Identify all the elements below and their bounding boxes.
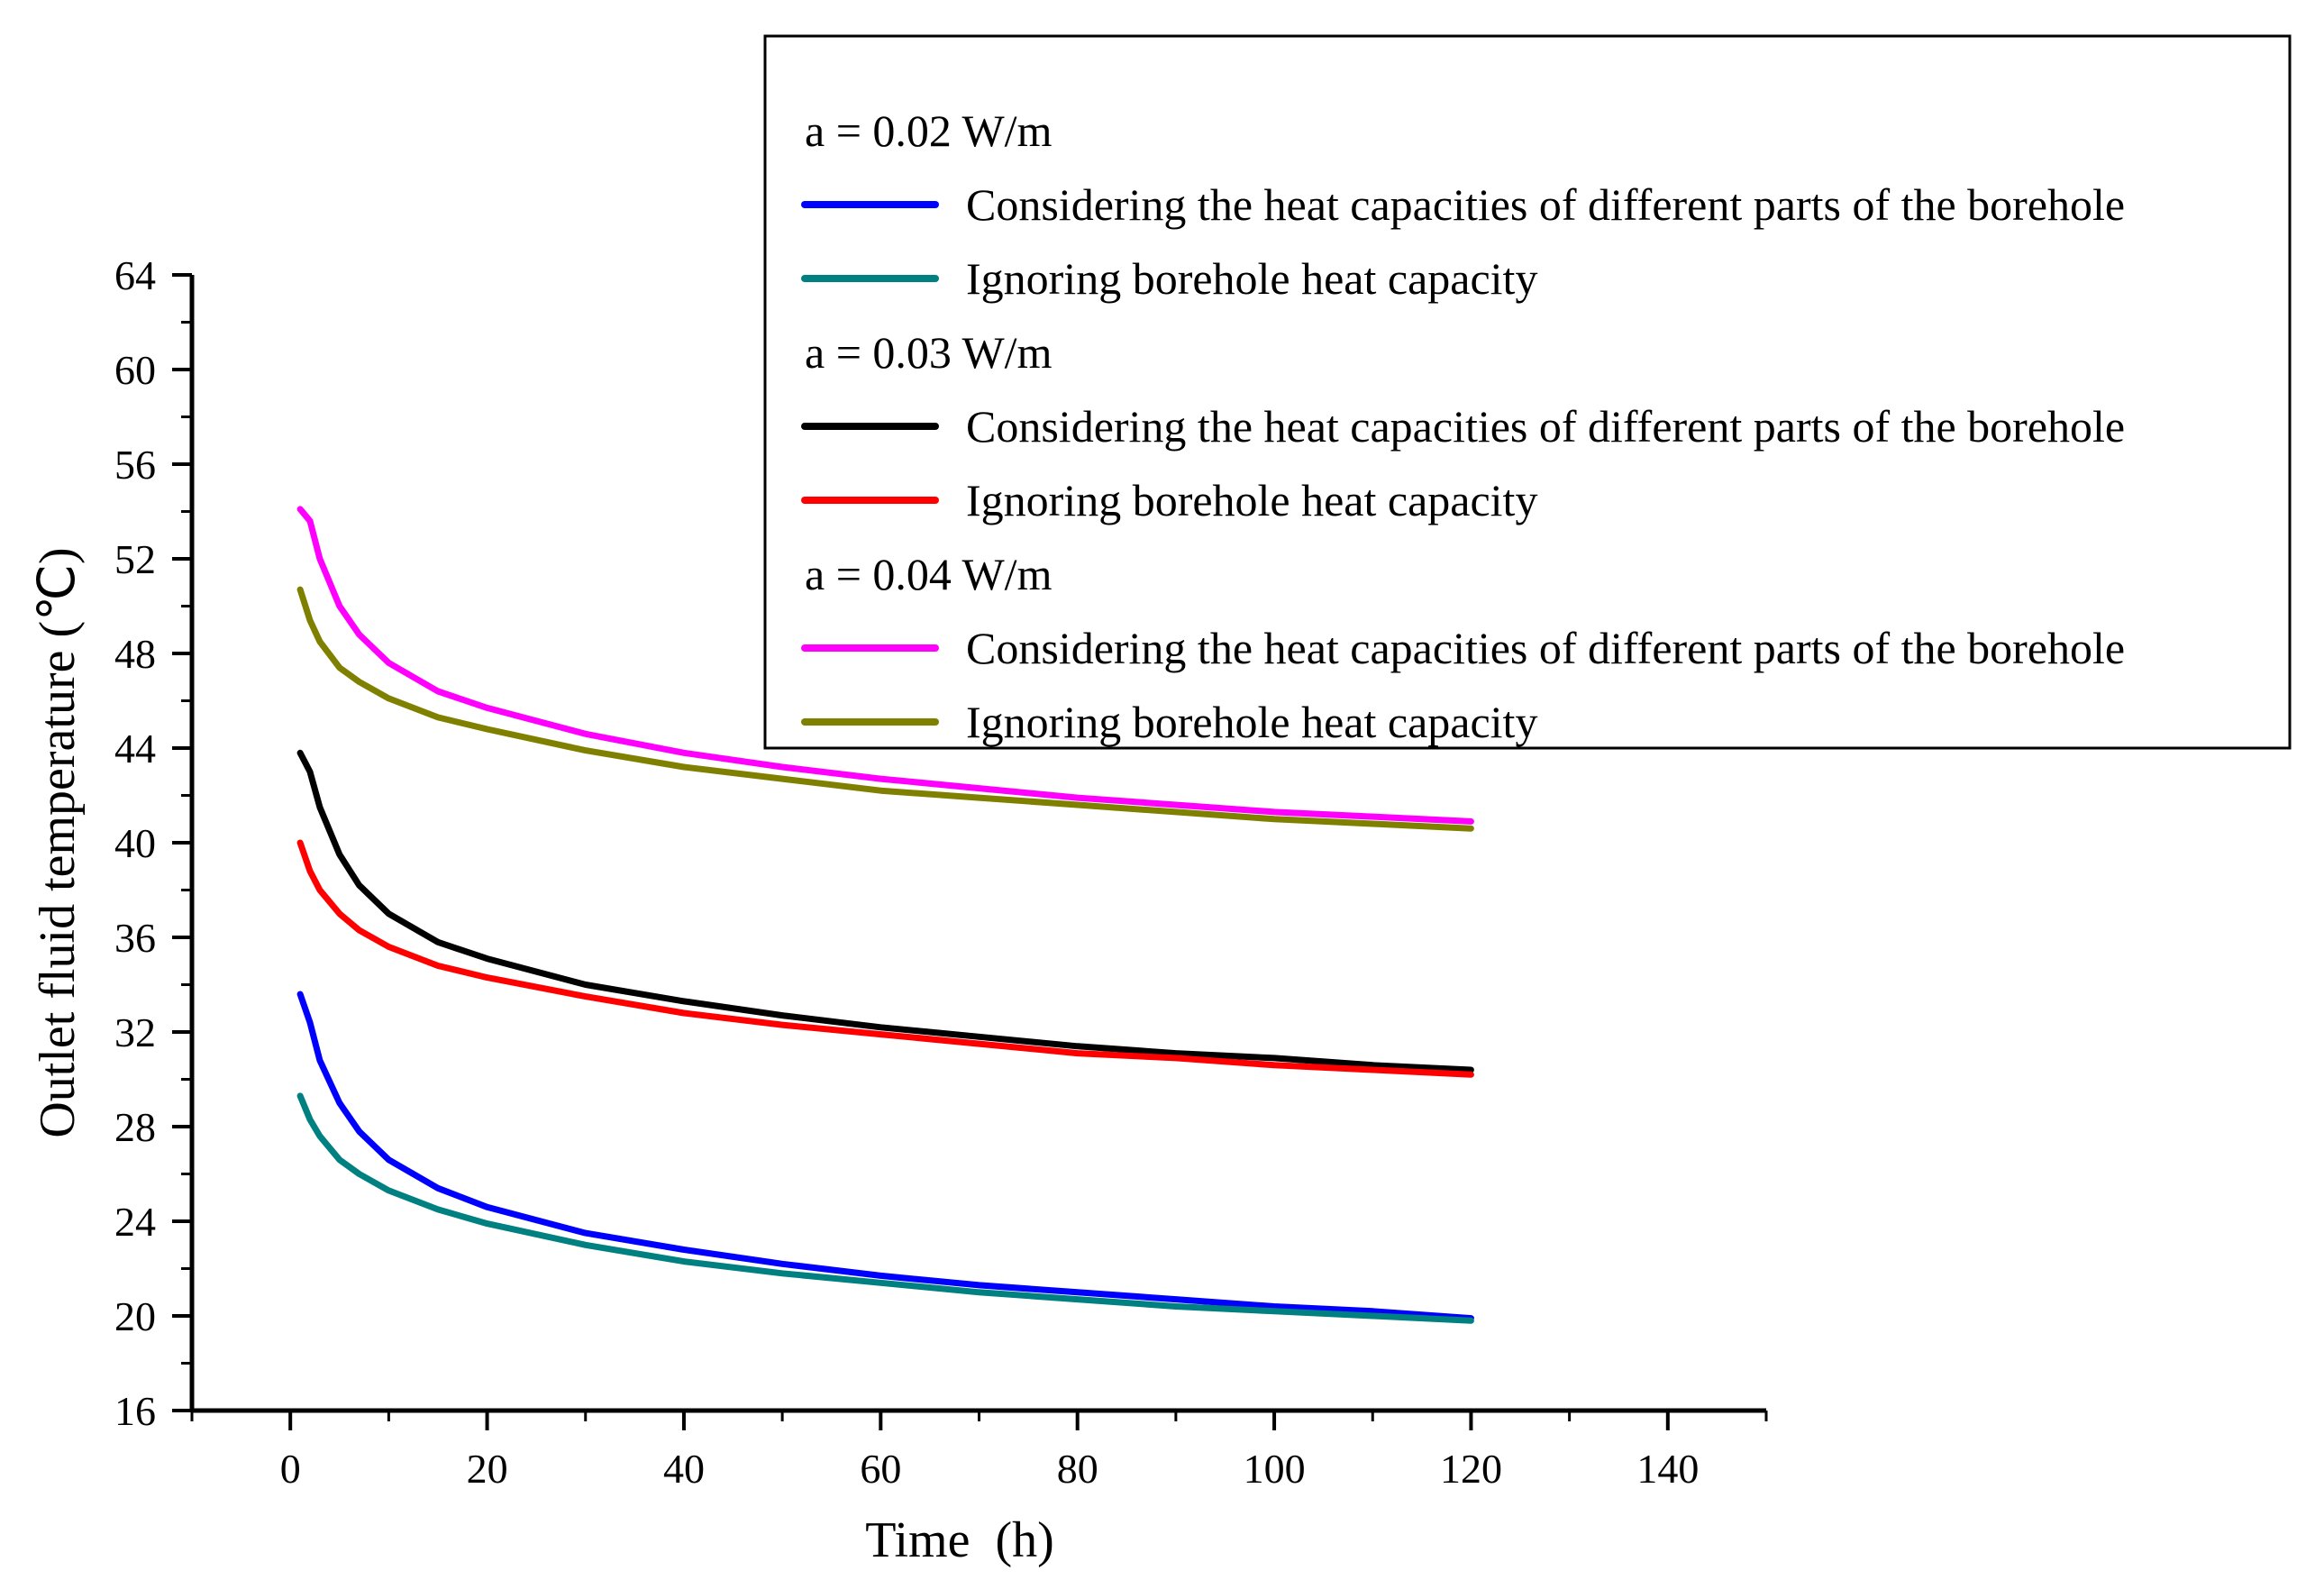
- series-line-1: [296, 991, 1474, 1322]
- x-tick-label: 40: [663, 1446, 705, 1492]
- x-tick-label: 20: [467, 1446, 508, 1492]
- legend-label: Considering the heat capacities of diffe…: [966, 179, 2125, 230]
- series-line-6: [296, 586, 1474, 832]
- legend-header: a = 0.03 W/m: [805, 327, 1053, 378]
- legend-box: [763, 34, 2292, 750]
- x-ticks: 0 20 40 60 80 100 120 140: [190, 1411, 1768, 1492]
- y-tick-label: 32: [114, 1009, 156, 1055]
- x-axis-title: Time (h): [865, 1512, 1054, 1568]
- legend-label: Ignoring borehole heat capacity: [966, 475, 1537, 525]
- y-ticks: 16 20 24 28 32 36 40 44 48 52 56 60 64: [114, 252, 192, 1434]
- y-tick-label: 56: [114, 442, 156, 488]
- legend-label: Considering the heat capacities of diffe…: [966, 401, 2125, 452]
- y-tick-label: 36: [114, 915, 156, 961]
- legend-label: Ignoring borehole heat capacity: [966, 253, 1537, 304]
- y-tick-label: 60: [114, 347, 156, 393]
- x-tick-label: 60: [860, 1446, 901, 1492]
- y-axis-title: Outlet fluid temperature (℃): [30, 547, 86, 1137]
- y-tick-label: 24: [114, 1199, 156, 1245]
- y-tick-label: 44: [114, 726, 156, 772]
- series-lines: [296, 506, 1474, 1324]
- y-tick-label: 52: [114, 536, 156, 582]
- y-tick-label: 28: [114, 1104, 156, 1150]
- x-tick-label: 0: [280, 1446, 301, 1492]
- y-tick-label: 64: [114, 252, 156, 298]
- series-line-4: [296, 839, 1474, 1078]
- legend-label: Ignoring borehole heat capacity: [966, 697, 1537, 747]
- y-tick-label: 40: [114, 820, 156, 866]
- y-tick-label: 16: [114, 1388, 156, 1434]
- y-tick-label: 20: [114, 1293, 156, 1339]
- x-tick-label: 140: [1636, 1446, 1699, 1492]
- legend-header: a = 0.02 W/m: [805, 105, 1053, 156]
- legend-label: Considering the heat capacities of diffe…: [966, 623, 2125, 673]
- series-line-5: [296, 506, 1474, 825]
- series-line-2: [296, 1092, 1474, 1324]
- y-tick-label: 48: [114, 631, 156, 677]
- x-tick-label: 120: [1440, 1446, 1502, 1492]
- legend: a = 0.02 W/m Considering the heat capacit…: [763, 34, 2292, 750]
- series-line-3: [296, 749, 1474, 1073]
- x-tick-label: 80: [1057, 1446, 1098, 1492]
- x-tick-label: 100: [1244, 1446, 1306, 1492]
- legend-header: a = 0.04 W/m: [805, 549, 1053, 599]
